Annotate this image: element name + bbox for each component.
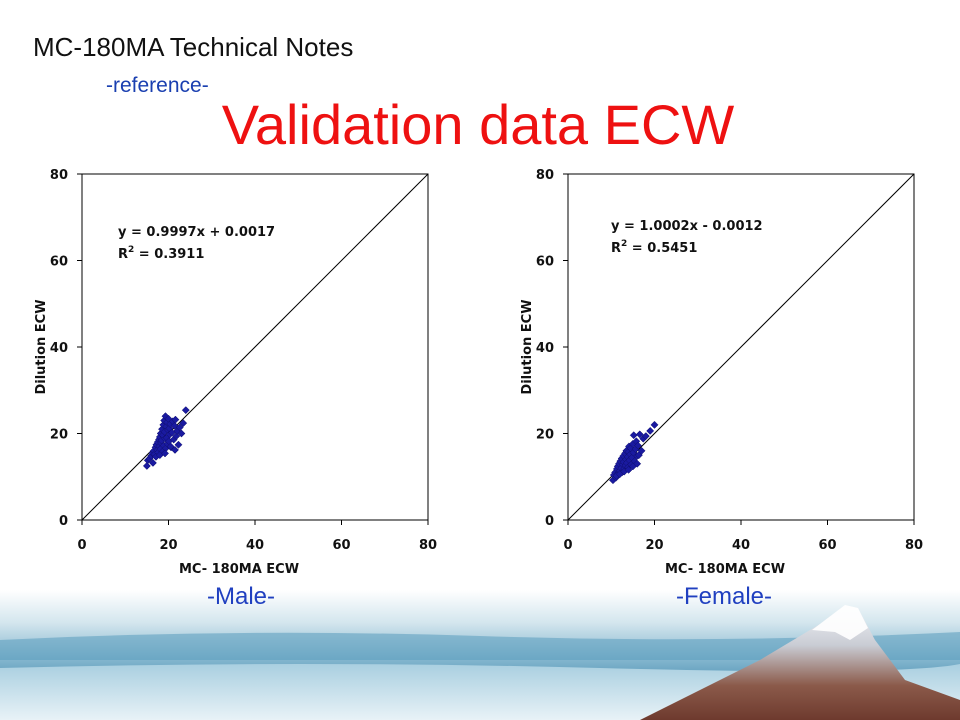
female-data-point [635, 430, 644, 439]
male-equation: y = 0.9997x + 0.0017 [118, 225, 275, 240]
female-y-tick-label: 20 [536, 428, 554, 443]
header-subtitle: -reference- [106, 74, 209, 97]
female-y-tick-label: 60 [536, 255, 554, 270]
male-x-axis-label: MC- 180MA ECW [179, 562, 299, 577]
female-data-point [624, 465, 633, 474]
male-data-point [161, 449, 169, 458]
male-data-point [181, 406, 190, 415]
male-y-tick-label: 40 [50, 341, 68, 356]
male-data-point [179, 419, 188, 428]
male-data-point [148, 458, 157, 467]
female-equation: y = 1.0002x - 0.0012 [611, 219, 763, 234]
male-y-tick-label: 20 [50, 428, 68, 443]
female-data-point [633, 459, 642, 468]
male-x-tick-label: 20 [159, 538, 177, 553]
female-x-tick-label: 60 [818, 538, 836, 553]
male-y-tick-label: 0 [59, 514, 68, 529]
male-y-tick-label: 80 [50, 168, 68, 183]
slide-title: Validation data ECW [221, 93, 735, 156]
female-x-tick-label: 20 [645, 538, 663, 553]
male-data-point [142, 461, 151, 470]
male-chart-group: 0 20 40 60 80 0 20 40 60 80 MC- 180MA ECW Dilution … [34, 168, 437, 577]
male-data-point [175, 423, 184, 432]
male-x-tick-label: 80 [419, 538, 437, 553]
female-caption: -Female- [676, 583, 773, 610]
male-x-tick-label: 0 [77, 538, 86, 553]
male-x-tick-label: 60 [332, 538, 350, 553]
male-x-tick-label: 40 [246, 538, 264, 553]
female-data-point [637, 446, 646, 455]
male-data-point [171, 445, 179, 454]
female-x-tick-label: 0 [563, 538, 572, 553]
female-y-tick-label: 40 [536, 341, 554, 356]
male-data-point [177, 429, 186, 438]
male-caption: -Male- [207, 583, 276, 610]
male-r-squared: R2 = 0.3911 [118, 245, 204, 262]
male-data-point [171, 415, 180, 424]
female-x-tick-label: 80 [905, 538, 923, 553]
female-y-axis-label: Dilution ECW [520, 299, 535, 394]
female-x-tick-label: 40 [732, 538, 750, 553]
male-y-tick-label: 60 [50, 255, 68, 270]
female-y-tick-label: 0 [545, 514, 554, 529]
male-y-axis-label: Dilution ECW [34, 299, 49, 394]
header-title: MC-180MA Technical Notes [33, 32, 354, 62]
female-data-point [646, 426, 655, 435]
female-data-point [641, 432, 650, 441]
mountain-shape [640, 605, 960, 720]
male-data-point [166, 442, 175, 451]
male-data-point [170, 421, 179, 430]
male-data-point [174, 440, 183, 449]
male-data-point [172, 432, 181, 441]
female-chart-group: 0 20 40 60 80 0 20 40 60 80 MC- 180MA ECW Dilution … [520, 168, 923, 577]
female-data-point [650, 420, 659, 429]
female-data-point [629, 431, 638, 440]
female-y-tick-label: 80 [536, 168, 554, 183]
male-reference-line [81, 173, 429, 521]
female-data-point [634, 441, 643, 450]
female-r-squared: R2 = 0.5451 [611, 239, 697, 256]
female-x-axis-label: MC- 180MA ECW [665, 562, 785, 577]
